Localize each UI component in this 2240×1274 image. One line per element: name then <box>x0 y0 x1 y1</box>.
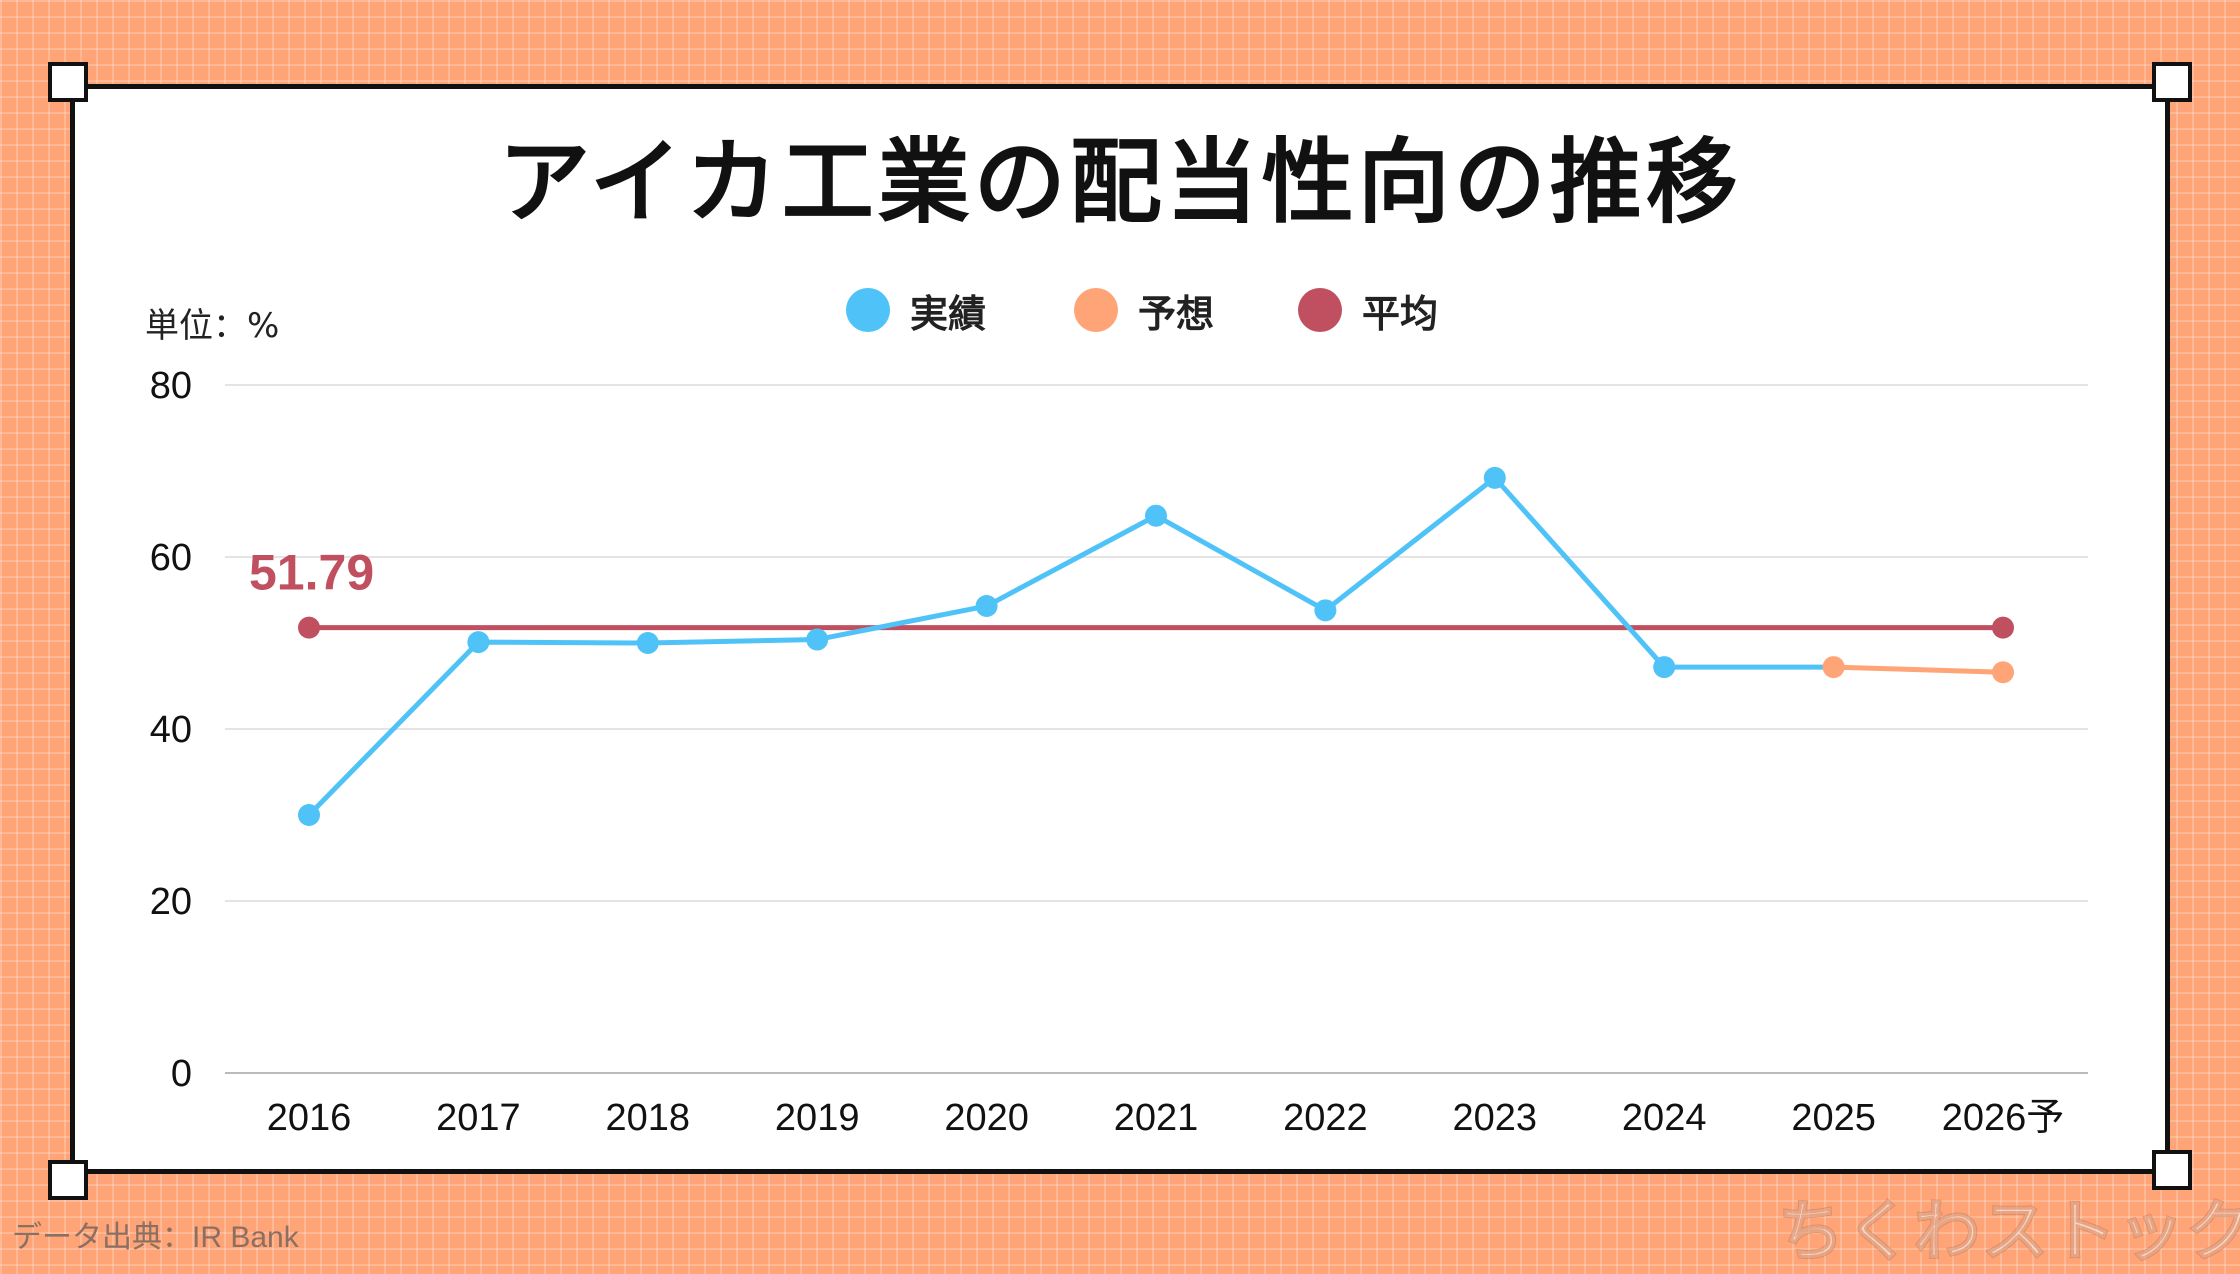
x-tick-label: 2021 <box>1114 1097 1199 1139</box>
legend-item-forecast: 予想 <box>1074 284 1214 336</box>
data-point-average <box>298 616 320 639</box>
data-point-forecast <box>1992 661 2014 684</box>
legend-label-average: 平均 <box>1362 291 1439 336</box>
data-point-actual <box>1653 656 1676 679</box>
corner-top-right <box>2152 62 2192 102</box>
y-tick-label: 0 <box>171 1053 192 1095</box>
y-tick-label: 60 <box>150 537 192 579</box>
corner-bottom-right <box>2152 1150 2192 1190</box>
data-point-actual <box>1483 466 1506 489</box>
unit-label: 単位：% <box>145 306 280 346</box>
y-tick-label: 20 <box>150 881 192 923</box>
corner-bottom-left <box>48 1160 88 1200</box>
x-tick-label: 2022 <box>1283 1097 1368 1139</box>
data-point-actual <box>1314 599 1337 622</box>
series-line-actual <box>307 475 1667 817</box>
chart-title: アイカ工業の配当性向の推移 <box>498 129 1742 236</box>
legend-label-actual: 実績 <box>910 291 987 336</box>
x-tick-label: 2016 <box>267 1097 352 1139</box>
data-point-actual <box>975 595 998 618</box>
x-tick-label: 2018 <box>606 1097 691 1139</box>
watermark: ちくわストック <box>1777 1192 2240 1271</box>
legend-item-average: 平均 <box>1298 284 1438 336</box>
y-tick-label: 80 <box>150 365 192 407</box>
data-point-actual <box>467 631 490 654</box>
data-point-actual <box>636 632 659 654</box>
x-tick-label: 2026予 <box>1942 1097 2065 1139</box>
legend-label-forecast: 予想 <box>1138 291 1215 336</box>
x-tick-label: 2023 <box>1453 1097 1538 1139</box>
data-point-actual <box>298 804 320 826</box>
y-tick-label: 40 <box>150 709 192 751</box>
data-point-forecast <box>1822 656 1845 679</box>
legend-item-actual: 実績 <box>846 284 986 336</box>
data-point-actual <box>806 628 829 651</box>
data-point-average <box>1992 616 2014 639</box>
legend-swatch-forecast <box>1074 288 1118 332</box>
data-point-actual <box>1145 504 1167 527</box>
average-data-label: 51.79 <box>249 545 374 601</box>
series-line-forecast <box>1833 664 2004 675</box>
x-tick-label: 2017 <box>436 1097 521 1139</box>
x-tick-label: 2020 <box>944 1097 1029 1139</box>
corner-top-left <box>48 62 88 102</box>
x-tick-label: 2024 <box>1622 1097 1707 1139</box>
x-tick-label: 2019 <box>775 1097 860 1139</box>
legend-swatch-average <box>1298 288 1342 332</box>
legend-swatch-actual <box>846 288 890 332</box>
x-tick-label: 2025 <box>1791 1097 1876 1139</box>
data-source: データ出典：IR Bank <box>12 1221 299 1254</box>
